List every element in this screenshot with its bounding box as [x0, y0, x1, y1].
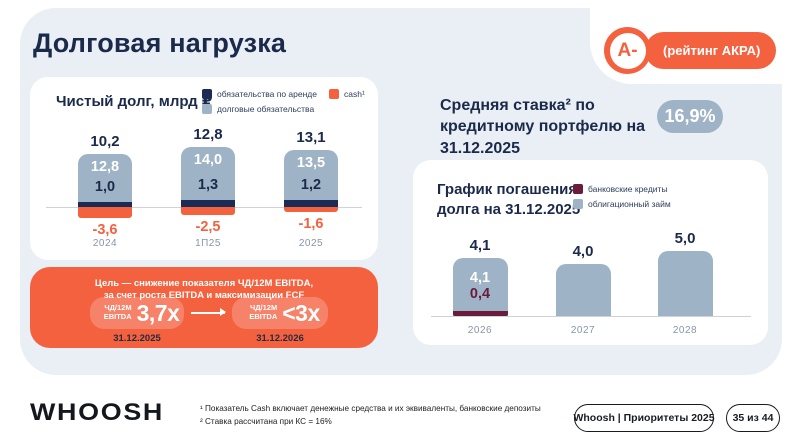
- goal-target-pill: ЧД/12М EBITDA <3x: [232, 297, 328, 329]
- repayment-legend: банковские кредиты облигационный займ: [573, 184, 671, 209]
- bar-lease-label: 1,0: [94, 178, 116, 195]
- bar-segment-lease: [181, 199, 235, 207]
- legend-item-debt: долговые обязательства: [202, 104, 314, 114]
- bar-debt-label: 12,8: [90, 158, 120, 175]
- footnote-cash: ¹ Показатель Cash включает денежные сред…: [200, 404, 541, 413]
- x-axis-label: 1П25: [195, 238, 221, 249]
- whoosh-logo: WHOOSH: [30, 399, 165, 426]
- lease-swatch-icon: [202, 89, 212, 99]
- goal-target-value: <3x: [282, 299, 320, 326]
- goal-target-date: 31.12.2026: [256, 333, 304, 344]
- bar-lease-label: 1,3: [197, 176, 219, 193]
- bar-debt-label: 14,0: [193, 152, 223, 169]
- bar-cash-label: -2,5: [195, 218, 221, 235]
- footnotes: ¹ Показатель Cash включает денежные сред…: [200, 402, 541, 428]
- legend-row: банковские кредиты: [573, 184, 671, 194]
- bar-bank-label: 0,4: [469, 285, 491, 302]
- bar-total-label: 4,1: [469, 236, 491, 254]
- bar-cash-label: -1,6: [298, 216, 324, 232]
- goal-text-line2: за счет роста EBITDA и максимизации FCF: [103, 290, 305, 301]
- bar-total-label: 10,2: [90, 132, 120, 150]
- legend-row: обязательства по аренде cash¹: [202, 89, 365, 99]
- bar-cash-label: -3,6: [92, 221, 118, 238]
- x-axis-label: 2028: [672, 325, 698, 336]
- rating-grade-value: А-: [609, 32, 646, 69]
- goal-callout: Цель — снижение показателя ЧД/12М EBITDA…: [30, 267, 378, 348]
- rating-agency-label: (рейтинг АКРА): [663, 43, 761, 58]
- repayment-card: График погашения долга на 31.12.2025 бан…: [413, 160, 768, 345]
- legend-item-cash: cash¹: [329, 89, 365, 99]
- goal-current-pill: ЧД/12М EBITDA 3,7x: [90, 297, 184, 329]
- x-axis-label: 2024: [92, 238, 118, 249]
- bar-segment-bonds: [657, 251, 713, 316]
- bar-segment-cash: [78, 207, 132, 218]
- bar-segment-bank-loans: [452, 310, 508, 316]
- legend-row: облигационный займ: [573, 199, 671, 209]
- bar-segment-bonds: [555, 264, 611, 316]
- bonds-swatch-icon: [573, 199, 583, 209]
- x-axis-label: 2027: [570, 325, 596, 336]
- legend-item-lease: обязательства по аренде: [202, 89, 317, 99]
- goal-metric-label: ЧД/12М EBITDA: [249, 303, 278, 321]
- bar-bond-label: 4,1: [469, 269, 491, 286]
- bar-segment-lease: [78, 201, 132, 207]
- bar-segment-lease: [284, 200, 338, 207]
- average-rate-badge: 16,9%: [657, 100, 723, 133]
- net-debt-chart: 10,2 12,8 1,0 -3,6 2024 12,8 14,0 1,3 -2,5 1П25 13…: [30, 77, 378, 260]
- bar-total-label: 13,1: [296, 128, 326, 146]
- net-debt-legend: обязательства по аренде cash¹ долговые о…: [202, 89, 365, 114]
- x-axis-label: 2026: [467, 325, 493, 336]
- footnote-rate: ² Ставка рассчитана при КС = 16%: [200, 417, 332, 427]
- page-title: Долговая нагрузка: [33, 28, 287, 58]
- legend-item-bonds: облигационный займ: [573, 199, 671, 209]
- average-rate-value: 16,9%: [664, 106, 716, 126]
- legend-row: долговые обязательства: [202, 104, 365, 114]
- cash-swatch-icon: [329, 89, 339, 99]
- bar-segment-cash: [181, 207, 235, 215]
- page-number-badge: 35 из 44: [726, 404, 780, 432]
- debt-swatch-icon: [202, 104, 212, 114]
- bar-total-label: 5,0: [674, 230, 696, 247]
- deck-title-badge: Whoosh | Приоритеты 2025: [573, 404, 715, 432]
- rating-agency-pill: (рейтинг АКРА): [645, 32, 777, 69]
- arrow-right-icon: [191, 309, 226, 316]
- bar-segment-debt: [284, 149, 338, 201]
- x-axis-label: 2025: [298, 238, 324, 249]
- goal-current-date: 31.12.2025: [113, 333, 161, 344]
- repayment-chart: 0,4 4,1 4,1 2026 4,0 2027 5,0 2028: [413, 160, 768, 345]
- bar-total-label: 12,8: [193, 126, 223, 144]
- average-rate-text: Средняя ставка² по кредитному портфелю н…: [440, 97, 646, 157]
- bar-lease-label: 1,2: [300, 177, 322, 194]
- bar-total-label: 4,0: [572, 243, 594, 260]
- goal-current-value: 3,7x: [136, 299, 180, 326]
- bar-segment-cash: [284, 207, 338, 212]
- bar-segment-bonds: [452, 257, 508, 316]
- bar-segment-debt: [78, 153, 132, 202]
- net-debt-card: Чистый долг, млрд ₽ обязательства по аре…: [30, 77, 378, 260]
- bar-debt-label: 13,5: [296, 154, 326, 171]
- rating-grade-circle: А-: [604, 27, 651, 74]
- goal-text-line1: Цель — снижение показателя ЧД/12М EBITDA…: [94, 278, 314, 289]
- bank-loans-swatch-icon: [573, 184, 583, 194]
- bar-segment-debt: [181, 147, 235, 200]
- x-axis-line: [431, 316, 751, 317]
- repayment-chart-title: График погашения долга на 31.12.2025: [437, 181, 581, 218]
- legend-item-bank-loans: банковские кредиты: [573, 184, 668, 194]
- goal-metric-label: ЧД/12М EBITDA: [103, 303, 132, 321]
- net-debt-chart-title: Чистый долг, млрд ₽: [56, 93, 213, 110]
